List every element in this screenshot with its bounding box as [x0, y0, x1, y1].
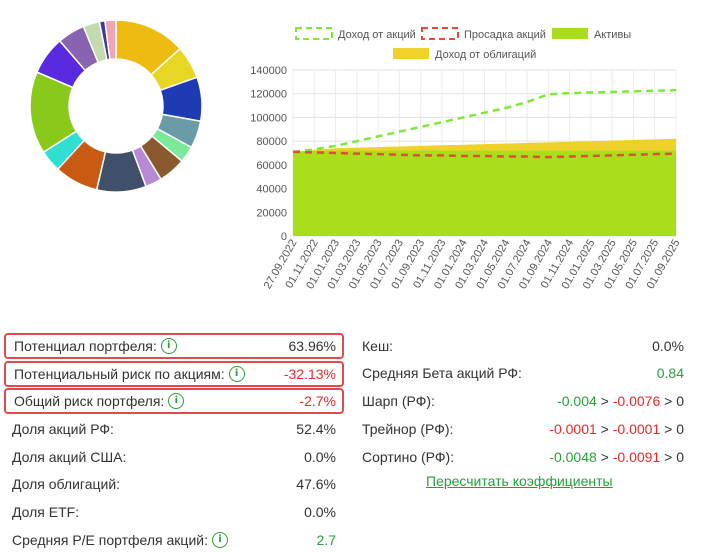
- metric-value: 52.4%: [296, 421, 336, 437]
- metric-label: Средняя P/E портфеля акций: i: [12, 529, 228, 551]
- metric-value: -2.7%: [299, 393, 336, 409]
- metric-value: 0.0%: [304, 504, 336, 520]
- metric-label: Доля ETF:: [12, 501, 79, 523]
- ratio-value-part: -0.0048: [549, 449, 597, 465]
- ratio-row: Кеш: 0.0%: [362, 335, 692, 357]
- ratio-value-part: >: [596, 393, 613, 409]
- metric-label: Потенциал портфеля: i: [14, 335, 177, 357]
- ratio-value: -0.0001 > -0.0001 > 0: [549, 418, 684, 440]
- y-tick-label: 20000: [256, 207, 287, 219]
- metric-value: 47.6%: [296, 476, 336, 492]
- y-tick-label: 0: [281, 231, 287, 243]
- portfolio-history-chart: 0200004000060000800001000001200001400002…: [250, 27, 683, 291]
- y-tick-label: 60000: [256, 160, 287, 172]
- ratio-row: Сортино (РФ): -0.0048 > -0.0091 > 0: [362, 446, 692, 468]
- metric-label-text: Потенциал портфеля:: [14, 338, 157, 354]
- ratio-value-part: >: [596, 421, 613, 437]
- metric-row: Потенциал портфеля: i 63.96%: [4, 333, 344, 359]
- legend-swatch: [421, 27, 459, 40]
- metric-label: Общий риск портфеля: i: [14, 390, 185, 412]
- ratio-value-part: > 0: [660, 449, 684, 465]
- metric-value: 0.0%: [304, 449, 336, 465]
- metric-row: Доля акций РФ: 52.4%: [12, 418, 344, 440]
- ratio-value-part: -0.0076: [612, 393, 661, 409]
- legend-label: Доход от акций: [338, 29, 416, 41]
- metric-label-text: Доля облигаций:: [12, 476, 121, 492]
- ratio-value-part: 0.0%: [652, 338, 684, 354]
- metric-row: Доля облигаций: 47.6%: [12, 473, 344, 495]
- metric-value: 63.96%: [288, 338, 336, 354]
- legend-item[interactable]: Просадка акций: [421, 27, 546, 41]
- metric-row: Доля акций США: 0.0%: [12, 446, 344, 468]
- ratio-value-part: -0.0091: [612, 449, 661, 465]
- ratio-value: 0.84: [657, 362, 684, 384]
- metric-label-text: Средняя P/E портфеля акций:: [12, 532, 208, 548]
- y-tick-label: 80000: [256, 136, 287, 148]
- legend-item[interactable]: Активы: [552, 28, 631, 41]
- recalculate-ratios-link[interactable]: Пересчитать коэффициенты: [426, 473, 613, 489]
- line-series-Доход от акций: [292, 88, 677, 154]
- y-tick-label: 120000: [250, 89, 287, 101]
- metric-label-text: Доля акций США:: [12, 449, 127, 465]
- metric-value: 2.7: [316, 532, 336, 548]
- ratio-label: Сортино (РФ):: [362, 449, 455, 465]
- donut-slice: [104, 19, 117, 61]
- ratio-value: 0.0%: [652, 335, 684, 357]
- y-tick-label: 100000: [250, 112, 287, 124]
- legend-swatch: [552, 28, 588, 39]
- y-tick-label: 140000: [250, 65, 287, 77]
- legend-label: Доход от облигаций: [435, 49, 536, 61]
- legend-item[interactable]: Доход от акций: [295, 27, 416, 41]
- metric-label-text: Потенциальный риск по акциям:: [14, 366, 225, 382]
- legend-label: Активы: [594, 29, 631, 41]
- line-series-Просадка акций: [292, 150, 677, 159]
- legend-label: Просадка акций: [464, 29, 546, 41]
- metric-label: Доля облигаций:: [12, 473, 120, 495]
- metric-label-text: Общий риск портфеля:: [14, 393, 165, 409]
- metric-label: Потенциальный риск по акциям: i: [14, 363, 245, 385]
- ratio-value-part: > 0: [660, 393, 684, 409]
- ratio-value-part: -0.0001: [549, 421, 597, 437]
- metric-value: -32.13%: [283, 366, 336, 382]
- ratio-value-part: >: [596, 449, 613, 465]
- metric-label-text: Доля ETF:: [12, 504, 80, 520]
- metric-label-text: Доля акций РФ:: [12, 421, 114, 437]
- ratio-label: Кеш:: [362, 338, 394, 354]
- ratio-row: Трейнор (РФ): -0.0001 > -0.0001 > 0: [362, 418, 692, 440]
- y-tick-label: 40000: [256, 184, 287, 196]
- ratio-row: Средняя Бета акций РФ: 0.84: [362, 362, 692, 384]
- info-icon[interactable]: i: [168, 393, 185, 409]
- area-series-Активы: [293, 150, 676, 236]
- ratio-value: -0.004 > -0.0076 > 0: [557, 390, 684, 412]
- ratio-label: Шарп (РФ):: [362, 393, 435, 409]
- ratio-value: -0.0048 > -0.0091 > 0: [549, 446, 684, 468]
- metric-label: Доля акций РФ:: [12, 418, 114, 440]
- info-icon[interactable]: i: [160, 338, 177, 354]
- info-icon[interactable]: i: [211, 532, 228, 548]
- metric-row: Доля ETF: 0.0%: [12, 501, 344, 523]
- portfolio-donut-chart: [29, 19, 203, 193]
- info-icon[interactable]: i: [228, 366, 245, 382]
- ratio-label: Средняя Бета акций РФ:: [362, 365, 522, 381]
- ratio-row: Шарп (РФ): -0.004 > -0.0076 > 0: [362, 390, 692, 412]
- metric-row: Потенциальный риск по акциям: i -32.13%: [4, 361, 344, 387]
- metric-row: Средняя P/E портфеля акций: i 2.7: [12, 529, 344, 551]
- ratio-value-part: > 0: [660, 421, 684, 437]
- metric-row: Общий риск портфеля: i -2.7%: [4, 388, 344, 414]
- ratio-value-part: 0.84: [656, 365, 684, 381]
- legend-swatch: [393, 48, 429, 59]
- legend-item[interactable]: Доход от облигаций: [393, 48, 536, 61]
- metric-label: Доля акций США:: [12, 446, 126, 468]
- legend-swatch: [295, 27, 333, 40]
- ratio-value-part: -0.0001: [612, 421, 661, 437]
- ratio-value-part: -0.004: [557, 393, 597, 409]
- ratio-label: Трейнор (РФ):: [362, 421, 454, 437]
